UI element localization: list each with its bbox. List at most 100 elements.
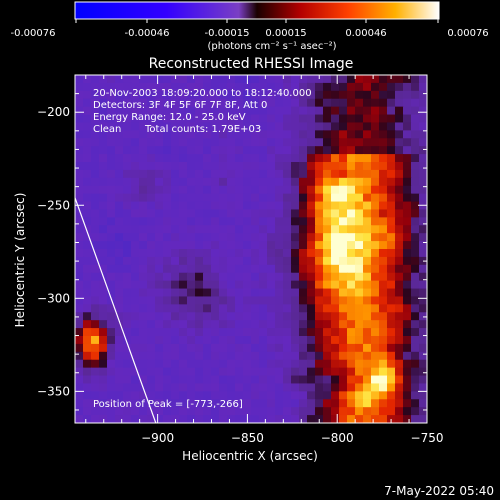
heatmap-cell <box>275 114 284 124</box>
heatmap-cell <box>107 320 116 329</box>
heatmap-cell <box>355 201 364 211</box>
heatmap-cell <box>187 162 196 171</box>
heatmap-cell <box>211 367 220 377</box>
heatmap-cell <box>179 146 188 155</box>
heatmap-cell <box>187 106 196 116</box>
heatmap-cell <box>267 90 276 100</box>
heatmap-cell <box>275 146 284 155</box>
heatmap-cell <box>235 169 244 179</box>
heatmap-cell <box>339 399 348 408</box>
heatmap-cell <box>363 114 372 124</box>
heatmap-cell <box>99 320 108 329</box>
heatmap-cell <box>123 399 132 408</box>
heatmap-cell <box>219 225 228 234</box>
heatmap-cell <box>371 90 380 100</box>
heatmap-cell <box>91 106 100 116</box>
heatmap-cell <box>419 114 427 124</box>
heatmap-cell <box>195 328 204 337</box>
heatmap-cell <box>139 399 148 408</box>
heatmap-cell <box>331 75 340 84</box>
heatmap-cell <box>83 367 92 377</box>
heatmap-cell <box>411 367 420 377</box>
heatmap-cell <box>267 233 276 242</box>
heatmap-cell <box>267 106 276 116</box>
heatmap-cell <box>259 225 268 234</box>
heatmap-cell <box>187 201 196 211</box>
heatmap-cell <box>107 391 116 400</box>
heatmap-cell <box>147 312 156 321</box>
heatmap-cell <box>331 375 340 385</box>
heatmap-cell <box>419 264 427 274</box>
heatmap-cell <box>419 241 427 250</box>
y-tick-label: −350 <box>37 384 70 398</box>
heatmap-cell <box>275 399 284 408</box>
heatmap-cell <box>83 415 92 423</box>
heatmap-cell <box>179 336 188 345</box>
y-tick-label: −250 <box>37 198 70 212</box>
heatmap-cell <box>195 90 204 100</box>
heatmap-cell <box>107 415 116 423</box>
heatmap-cell <box>75 154 84 163</box>
heatmap-cell <box>163 154 172 163</box>
heatmap-cell <box>163 225 172 234</box>
heatmap-cell <box>363 106 372 116</box>
heatmap-cell <box>379 343 388 353</box>
heatmap-cell <box>395 296 404 305</box>
heatmap-cell <box>371 407 380 416</box>
heatmap-cell <box>275 272 284 282</box>
heatmap-cell <box>275 375 284 385</box>
heatmap-cell <box>211 193 220 203</box>
heatmap-cell <box>235 312 244 321</box>
heatmap-cell <box>403 193 412 203</box>
heatmap-cell <box>91 233 100 242</box>
heatmap-cell <box>83 320 92 329</box>
heatmap-cell <box>147 106 156 116</box>
heatmap-cell <box>115 90 124 100</box>
heatmap-cell <box>403 304 412 313</box>
heatmap-cell <box>187 336 196 345</box>
heatmap-cell <box>163 391 172 400</box>
heatmap-cell <box>203 351 212 361</box>
heatmap-cell <box>219 201 228 211</box>
heatmap-cell <box>75 328 84 337</box>
heatmap-cell <box>411 272 420 282</box>
heatmap-cell <box>155 233 164 242</box>
heatmap-cell <box>411 233 420 242</box>
heatmap-cell <box>363 162 372 171</box>
heatmap-cell <box>195 391 204 400</box>
heatmap-cell <box>347 249 356 258</box>
heatmap-cell <box>419 106 427 116</box>
heatmap-cell <box>395 359 404 369</box>
heatmap-cell <box>131 233 140 242</box>
heatmap-cell <box>139 264 148 274</box>
heatmap-cell <box>379 233 388 242</box>
heatmap-cell <box>355 130 364 139</box>
heatmap-cell <box>307 391 316 400</box>
heatmap-cell <box>387 130 396 139</box>
heatmap-cell <box>75 256 84 266</box>
heatmap-cell <box>187 256 196 266</box>
heatmap-cell <box>395 98 404 108</box>
heatmap-cell <box>267 304 276 313</box>
heatmap-cell <box>107 209 116 218</box>
heatmap-cell <box>219 375 228 385</box>
heatmap-cell <box>163 359 172 369</box>
heatmap-cell <box>379 288 388 298</box>
heatmap-cell <box>147 399 156 408</box>
heatmap-cell <box>83 138 92 147</box>
heatmap-cell <box>227 375 236 385</box>
heatmap-cell <box>139 296 148 305</box>
heatmap-cell <box>131 415 140 423</box>
heatmap-cell <box>219 407 228 416</box>
heatmap-cell <box>379 383 388 392</box>
heatmap-cell <box>163 146 172 155</box>
heatmap-cell <box>131 106 140 116</box>
heatmap-cell <box>371 375 380 385</box>
heatmap-cell <box>179 233 188 242</box>
heatmap-cell <box>171 359 180 369</box>
heatmap-cell <box>107 98 116 108</box>
heatmap-cell <box>147 343 156 353</box>
heatmap-cell <box>219 193 228 203</box>
heatmap-cell <box>275 162 284 171</box>
heatmap-cell <box>99 169 108 179</box>
